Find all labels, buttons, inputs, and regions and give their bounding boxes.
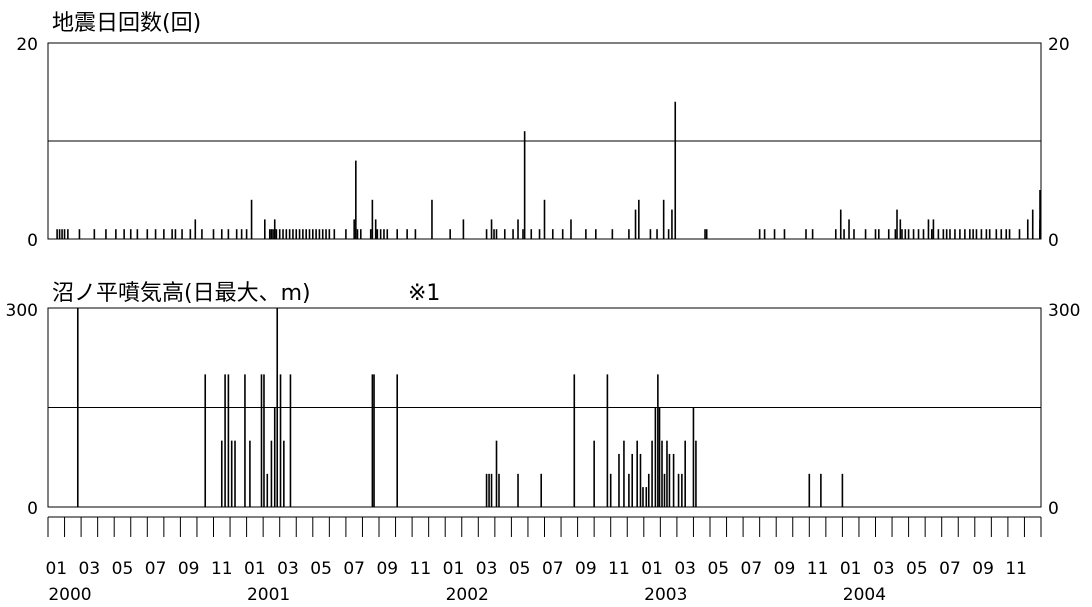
earthquake-y-max-right: 20 <box>1048 35 1070 55</box>
fumarole-bars <box>76 308 844 507</box>
month-label: 01 <box>641 559 663 579</box>
month-label: 11 <box>1005 559 1027 579</box>
month-label: 09 <box>972 559 994 579</box>
fumarole-y-max-right: 300 <box>1048 301 1080 321</box>
month-label: 11 <box>211 559 233 579</box>
month-label: 03 <box>277 559 299 579</box>
month-label: 01 <box>45 559 67 579</box>
year-label: 2003 <box>644 585 687 605</box>
fumarole-y-min-left: 0 <box>27 499 38 519</box>
month-label: 05 <box>310 559 332 579</box>
earthquake-y-min-right: 0 <box>1048 231 1059 251</box>
earthquake-y-min-left: 0 <box>27 231 38 251</box>
month-label: 07 <box>741 559 763 579</box>
month-label: 01 <box>443 559 465 579</box>
month-label: 03 <box>873 559 895 579</box>
month-label: 09 <box>178 559 200 579</box>
month-axis: 01 03 05 07 09 11 01 03 05 07 09 11 01 03 05 07 09 11 01 03… <box>45 516 1042 605</box>
month-label: 03 <box>674 559 696 579</box>
month-label: 07 <box>939 559 961 579</box>
month-label: 07 <box>343 559 365 579</box>
month-label: 05 <box>906 559 928 579</box>
month-label: 05 <box>112 559 134 579</box>
month-label: 09 <box>575 559 597 579</box>
month-label: 09 <box>376 559 398 579</box>
fumarole-panel-title: 沼ノ平噴気高(日最大、m) <box>52 281 311 306</box>
earthquake-panel-title: 地震日回数(回) <box>52 11 201 36</box>
month-label: 11 <box>410 559 432 579</box>
year-label: 2000 <box>48 585 91 605</box>
year-label: 2004 <box>843 585 886 605</box>
month-label: 05 <box>509 559 531 579</box>
month-label: 03 <box>79 559 101 579</box>
year-labels: 2000 2001 2002 2003 2004 <box>48 585 886 605</box>
earthquake-y-max-left: 20 <box>16 35 38 55</box>
month-label: 09 <box>774 559 796 579</box>
month-label: 11 <box>807 559 829 579</box>
month-ticks <box>47 517 1042 537</box>
month-label: 01 <box>244 559 266 579</box>
month-label: 07 <box>145 559 167 579</box>
fumarole-y-max-left: 300 <box>6 301 38 321</box>
month-label: 05 <box>707 559 729 579</box>
month-labels: 01 03 05 07 09 11 01 03 05 07 09 11 01 03 05 07 09 11 01 03… <box>45 559 1027 579</box>
month-label: 07 <box>542 559 564 579</box>
fumarole-panel: 沼ノ平噴気高(日最大、m) ※1 300 0 300 0 <box>6 281 1081 519</box>
year-label: 2001 <box>247 585 290 605</box>
earthquake-panel: 地震日回数(回) 20 0 20 0 <box>16 11 1069 251</box>
year-label: 2002 <box>446 585 489 605</box>
month-label: 03 <box>476 559 498 579</box>
earthquake-bars <box>56 101 1041 239</box>
month-label: 11 <box>608 559 630 579</box>
fumarole-y-min-right: 0 <box>1048 499 1059 519</box>
month-label: 01 <box>840 559 862 579</box>
fumarole-panel-note: ※1 <box>408 281 440 306</box>
